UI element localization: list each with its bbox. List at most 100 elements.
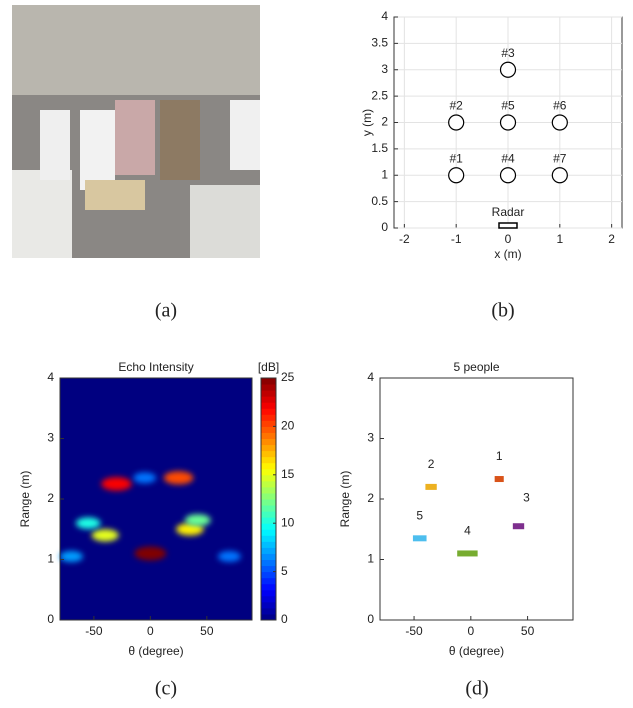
y-axis-label: Range (m) xyxy=(338,471,352,528)
caption: (d) xyxy=(465,678,488,700)
colorbar-tick-label: 10 xyxy=(281,515,295,529)
colorbar-segment xyxy=(261,583,276,591)
caption: (a) xyxy=(155,300,177,322)
x-axis-label: θ (degree) xyxy=(449,644,504,658)
photo xyxy=(12,5,260,258)
colorbar-tick-label: 15 xyxy=(281,467,295,481)
colorbar-segment xyxy=(261,492,276,500)
x-tick-label: 50 xyxy=(200,624,214,638)
position-marker xyxy=(551,167,568,184)
x-tick-label: 2 xyxy=(608,232,615,246)
y-axis-label: y (m) xyxy=(360,109,374,136)
colorbar-segment xyxy=(261,571,276,579)
colorbar-segment xyxy=(261,414,276,421)
caption: (c) xyxy=(155,678,177,700)
echo-blob xyxy=(217,550,241,562)
colorbar-tick-label: 20 xyxy=(281,419,295,433)
echo-blob xyxy=(163,471,194,485)
person-label: 1 xyxy=(496,449,503,463)
y-tick-label: 1 xyxy=(367,552,374,566)
person-segment xyxy=(457,550,478,557)
colorbar-label: [dB] xyxy=(258,360,279,374)
y-tick-label: 3 xyxy=(47,431,54,445)
colorbar-frame xyxy=(260,377,277,621)
colorbar-segment xyxy=(261,462,276,470)
position-marker xyxy=(448,114,465,131)
x-tick-label: 0 xyxy=(147,624,154,638)
y-axis-label: Range (m) xyxy=(18,471,32,528)
colorbar-segment xyxy=(261,432,276,439)
colorbar-segment xyxy=(261,378,276,385)
colorbar-segment xyxy=(261,426,276,433)
annotation: Radar xyxy=(492,205,525,219)
colorbar-segment xyxy=(261,511,276,518)
colorbar-tick-label: 25 xyxy=(281,370,295,384)
y-tick-label: 2.5 xyxy=(371,88,388,102)
colorbar-segment xyxy=(261,553,276,560)
colorbar-segment xyxy=(261,559,276,567)
position-marker xyxy=(448,167,465,184)
x-tick-label: -50 xyxy=(85,624,103,638)
heatmap-background xyxy=(60,378,252,620)
person-segment xyxy=(425,483,437,490)
colorbar-segment xyxy=(261,595,276,603)
colorbar-segment xyxy=(261,384,276,391)
caption: (b) xyxy=(491,300,514,322)
person-label: 4 xyxy=(464,524,471,538)
x-tick-label: -1 xyxy=(451,232,462,246)
colorbar-segment xyxy=(261,523,276,530)
point-label: #6 xyxy=(553,99,567,113)
colorbar-segment xyxy=(261,547,276,554)
echo-blob xyxy=(101,477,132,491)
y-tick-label: 2 xyxy=(367,491,374,505)
person-segment xyxy=(512,523,525,530)
position-marker xyxy=(499,167,517,184)
colorbar-segment xyxy=(261,486,276,494)
plot-frame xyxy=(379,377,574,621)
y-tick-label: 4 xyxy=(47,370,54,384)
colorbar-segment xyxy=(261,499,276,506)
y-tick-label: 3.5 xyxy=(371,36,388,50)
colorbar-segment xyxy=(261,444,276,452)
person-label: 2 xyxy=(428,457,435,471)
colorbar-segment xyxy=(261,535,276,542)
x-tick-label: -50 xyxy=(405,624,423,638)
x-tick-label: 0 xyxy=(467,624,474,638)
colorbar-segment xyxy=(261,396,276,403)
person-label: 3 xyxy=(523,490,530,504)
colorbar-segment xyxy=(261,456,276,464)
y-tick-label: 0 xyxy=(367,612,374,626)
y-tick-label: 4 xyxy=(381,9,388,23)
colorbar-segment xyxy=(261,541,276,548)
colorbar-segment xyxy=(261,601,276,609)
y-tick-label: 0.5 xyxy=(371,194,388,208)
position-marker xyxy=(499,61,517,78)
x-tick-label: -2 xyxy=(399,232,410,246)
echo-blob xyxy=(133,472,157,484)
y-tick-label: 0 xyxy=(381,220,388,234)
point-label: #3 xyxy=(501,46,515,60)
point-label: #5 xyxy=(501,99,515,113)
x-axis-label: θ (degree) xyxy=(128,644,183,658)
colorbar-tick-label: 0 xyxy=(281,612,288,626)
point-label: #4 xyxy=(501,151,515,165)
chart-title: Echo Intensity xyxy=(118,360,193,374)
colorbar-segment xyxy=(261,468,276,476)
radar-marker xyxy=(498,222,518,229)
echo-blob xyxy=(184,514,211,527)
colorbar-segment xyxy=(261,450,276,458)
position-marker xyxy=(551,114,568,131)
x-axis-label: x (m) xyxy=(494,247,521,261)
person-segment xyxy=(412,535,427,542)
colorbar-segment xyxy=(261,607,276,615)
point-label: #7 xyxy=(553,151,567,165)
y-tick-label: 2 xyxy=(47,491,54,505)
colorbar-segment xyxy=(261,517,276,524)
y-tick-label: 3 xyxy=(381,62,388,76)
colorbar-tick-label: 5 xyxy=(281,564,288,578)
point-label: #2 xyxy=(450,99,464,113)
colorbar-segment xyxy=(261,438,276,446)
y-tick-label: 4 xyxy=(367,370,374,384)
colorbar-segment xyxy=(261,480,276,488)
